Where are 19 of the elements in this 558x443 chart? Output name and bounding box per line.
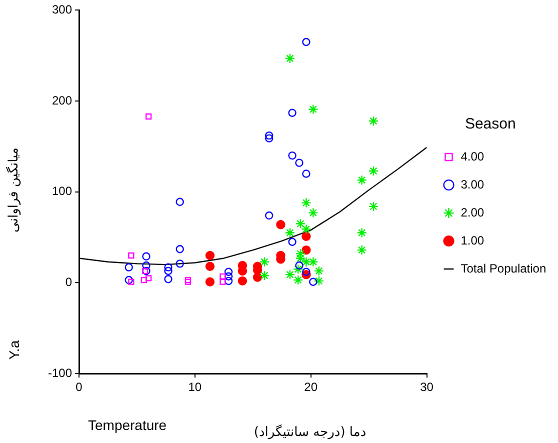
legend-title: Season [464,116,516,133]
legend-label: 1.00 [460,233,484,248]
x-axis-title: دما (درجه سانتیگراد) [254,425,366,440]
y-tick-label: 300 [52,2,72,17]
y-tick-label: 200 [52,93,72,108]
y-tick-label: -100 [48,366,72,380]
legend-label: Total Population [460,261,546,276]
y-axis-title: میانگین فراوانی [6,148,22,232]
legend-label: 4.00 [460,149,484,164]
x-tick-label: 30 [420,380,434,394]
y-tick-label: 0 [65,275,72,290]
legend-label: 3.00 [460,177,484,192]
x-tick-label: 20 [304,380,318,394]
x-tick-label: 10 [188,380,202,394]
text: Y.a [6,340,22,360]
x-tick-label: 0 [76,380,83,394]
text: Temperature [88,417,167,433]
y-tick-label: 100 [52,184,72,198]
legend-label: 2.00 [460,205,484,220]
